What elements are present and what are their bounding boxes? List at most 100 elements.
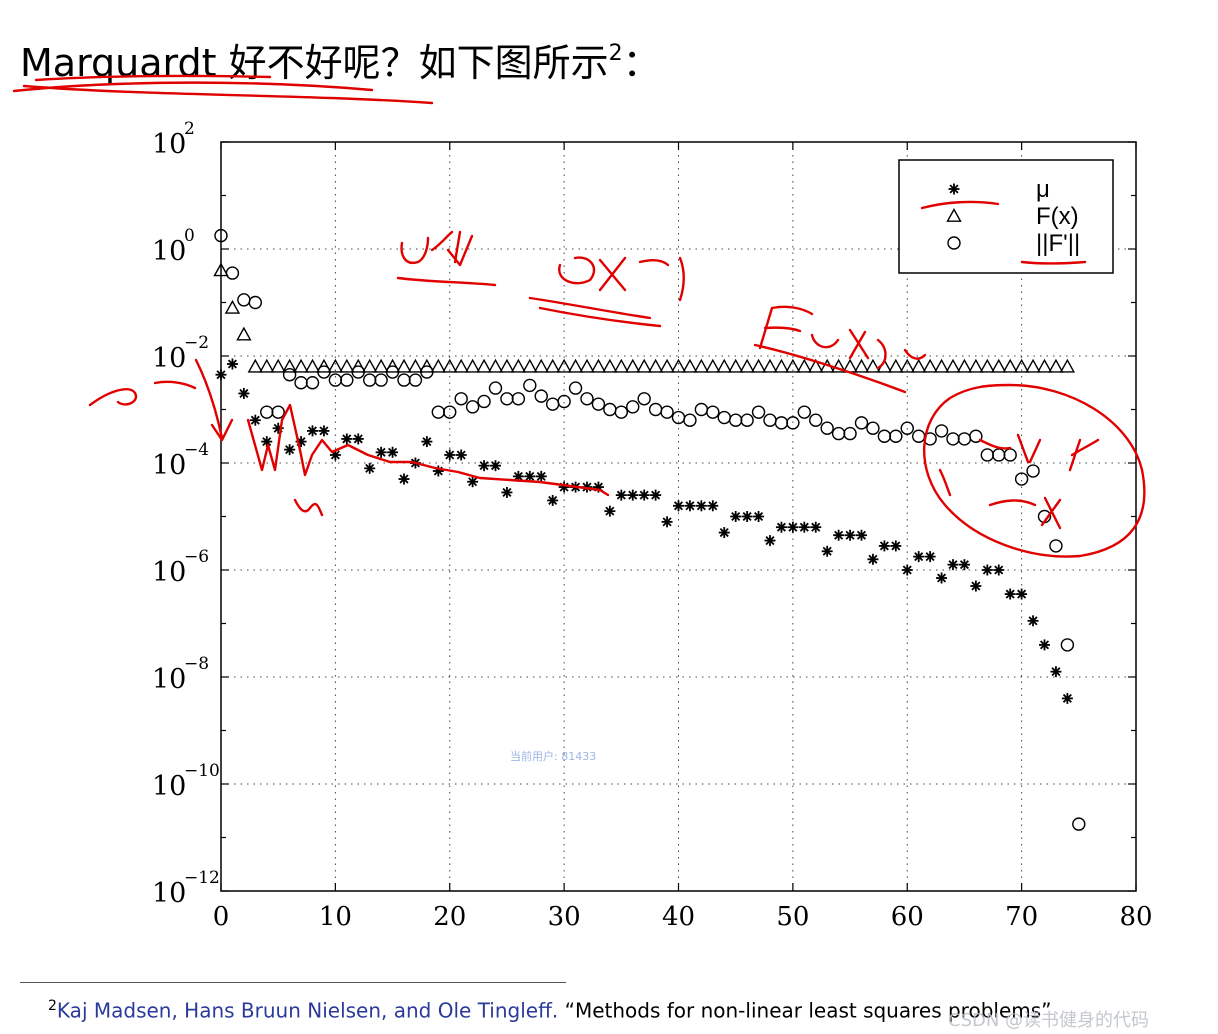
- triangle-mark: [464, 358, 481, 373]
- asterisk-mark: [490, 460, 501, 472]
- y-tick-label-exp: −12: [184, 868, 220, 888]
- triangle-mark: [590, 358, 607, 373]
- circle-mark: [511, 392, 526, 406]
- asterisk-mark: [878, 540, 890, 552]
- footnote: 2Kaj Madsen, Hans Bruun Nielsen, and Ole…: [48, 998, 1052, 1023]
- x-tick-label: 0: [213, 902, 230, 932]
- asterisk-mark: [307, 425, 318, 437]
- circle-mark: [900, 421, 914, 435]
- circle-mark: [260, 405, 274, 419]
- mu-curve-scribble: [246, 403, 610, 517]
- circle-mark: [728, 413, 743, 427]
- legend-entry-label: μ: [1036, 176, 1050, 203]
- asterisk-mark: [890, 540, 902, 552]
- triangle-mark: [476, 358, 492, 373]
- asterisk-mark: [775, 521, 787, 533]
- circle-mark: [637, 392, 651, 406]
- circle-mark: [947, 236, 961, 250]
- circle-mark: [545, 397, 560, 411]
- asterisk-mark: [707, 500, 719, 512]
- circle-mark: [831, 426, 846, 441]
- asterisk-mark: [661, 516, 673, 528]
- triangle-mark: [946, 208, 962, 222]
- triangle-mark: [785, 358, 801, 373]
- legend: μF(x)||F'||: [898, 159, 1114, 274]
- y-tick-label-base: 10: [152, 771, 186, 802]
- triangle-mark: [1025, 358, 1041, 373]
- x-tick-label: 60: [891, 902, 924, 932]
- y-tick-label-exp: −4: [184, 440, 209, 460]
- title-underline-2: [22, 84, 434, 105]
- circle-mark: [397, 373, 411, 387]
- circle-mark: [992, 448, 1006, 462]
- triangle-mark: [1059, 358, 1076, 373]
- triangle-mark: [830, 358, 847, 373]
- y-tick-label-base: 10: [152, 557, 186, 588]
- circle-mark: [648, 402, 663, 417]
- asterisk-mark: [535, 470, 547, 482]
- circle-mark: [443, 405, 457, 419]
- triangle-mark: [705, 358, 721, 373]
- asterisk-mark: [501, 486, 513, 498]
- triangle-mark: [1002, 358, 1018, 373]
- circle-mark: [603, 402, 617, 417]
- circle-mark: [568, 381, 583, 395]
- asterisk-mark: [284, 444, 296, 456]
- asterisk-mark: [1016, 588, 1028, 600]
- circle-mark: [237, 293, 251, 307]
- circle-mark: [374, 373, 388, 387]
- circle-mark: [305, 376, 320, 390]
- asterisk-mark: [387, 446, 399, 458]
- footnote-authors[interactable]: Kaj Madsen, Hans Bruun Nielsen, and Ole …: [56, 998, 559, 1023]
- circle-mark: [809, 413, 823, 427]
- asterisk-mark: [821, 545, 833, 557]
- circle-mark: [1003, 448, 1017, 462]
- y-tick-label-base: 10: [152, 343, 186, 374]
- triangle-mark: [613, 358, 630, 373]
- circle-mark: [889, 429, 903, 443]
- triangle-mark: [808, 358, 824, 373]
- title-footnote-mark: 2: [608, 41, 623, 66]
- fx-scribble: [753, 305, 927, 394]
- asterisk-mark: [787, 521, 799, 533]
- circle-mark: [408, 373, 423, 387]
- center-watermark: 当前用户: 81433: [510, 750, 597, 763]
- asterisk-mark: [1061, 692, 1073, 704]
- triangle-mark: [247, 358, 264, 373]
- circle-mark: [946, 432, 960, 446]
- y-tick-label-base: 10: [152, 878, 186, 909]
- circle-mark: [683, 413, 697, 427]
- legend-entry-label: F(x): [1036, 203, 1079, 230]
- asterisk-mark: [524, 470, 536, 482]
- circle-mark: [980, 448, 995, 462]
- circle-mark: [477, 394, 491, 409]
- triangle-mark: [281, 358, 298, 373]
- triangle-mark: [259, 358, 275, 373]
- circle-mark: [763, 413, 777, 427]
- triangle-mark: [522, 358, 538, 373]
- asterisk-mark: [375, 446, 387, 458]
- y-tick-label-exp: −2: [184, 333, 209, 353]
- asterisk-mark: [352, 433, 364, 445]
- triangle-mark: [716, 358, 732, 373]
- circle-mark: [820, 421, 834, 435]
- axis-ticks: [220, 141, 1137, 892]
- asterisk-mark: [981, 564, 993, 576]
- ox-scribble: [528, 256, 685, 328]
- triangle-mark: [270, 358, 286, 373]
- circle-mark: [282, 368, 297, 382]
- triangle-mark: [224, 299, 241, 314]
- triangle-mark: [979, 358, 996, 373]
- asterisk-mark: [936, 572, 948, 584]
- x-tick-label: 40: [662, 902, 695, 932]
- triangle-mark: [316, 358, 332, 373]
- circle-mark: [854, 416, 869, 430]
- circle-mark: [340, 373, 354, 387]
- y-tick-label-exp: −8: [184, 654, 209, 674]
- x-tick-label: 20: [433, 902, 466, 932]
- asterisk-mark: [730, 511, 742, 522]
- triangle-mark: [407, 358, 424, 373]
- asterisk-mark: [215, 369, 227, 381]
- x-tick-label: 10: [319, 902, 352, 932]
- x-tick-labels: 0 10 20 30 40 50 60 70 80: [213, 902, 1153, 932]
